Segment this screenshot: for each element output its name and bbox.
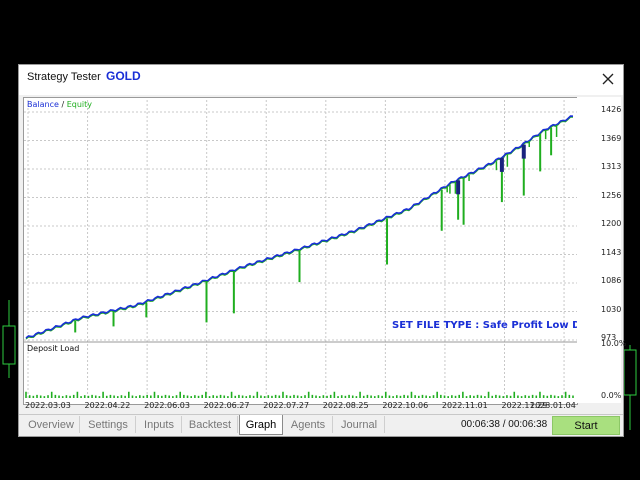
value-axis: 1426 1369 1313 1256 1200 1143 1086 1030 973 10.0%… xyxy=(577,97,626,403)
deposit-load-label: Deposit Load xyxy=(27,344,80,353)
tab-graph[interactable]: Graph xyxy=(239,415,283,435)
value-axis-tick: 1256 xyxy=(601,190,622,200)
date-axis: 2022.03.03 2022.04.22 2022.06.03 2022.06.27… xyxy=(23,399,576,413)
tab-settings[interactable]: Settings xyxy=(81,416,136,433)
window-title: Strategy Tester xyxy=(27,71,101,83)
balance-drawdown-block xyxy=(499,157,504,172)
value-axis-tick: 1030 xyxy=(601,304,622,314)
test-timer: 00:06:38 / 00:06:38 xyxy=(461,419,548,430)
chart-legend: Balance / Equity xyxy=(27,100,92,109)
tab-agents[interactable]: Agents xyxy=(284,416,333,433)
date-axis-tick: 2023.01.04 xyxy=(530,401,576,410)
value-axis-tick: 1143 xyxy=(601,247,622,257)
date-axis-tick: 2022.08.25 xyxy=(322,401,369,410)
deposit-axis-tick: 10.0% xyxy=(601,339,627,348)
date-axis-tick: 2022.07.27 xyxy=(263,401,310,410)
balance-line xyxy=(25,115,574,339)
value-axis-tick: 1369 xyxy=(601,133,622,143)
date-axis-tick: 2022.06.27 xyxy=(203,401,250,410)
date-axis-tick: 2022.11.01 xyxy=(441,401,488,410)
tab-backtest[interactable]: Backtest xyxy=(183,416,238,433)
balance-drawdown-block xyxy=(521,144,526,159)
date-axis-tick: 2022.06.03 xyxy=(144,401,190,410)
value-axis-tick: 973 xyxy=(601,333,617,342)
date-axis-tick: 2022.03.03 xyxy=(25,401,71,410)
start-button[interactable]: Start xyxy=(552,416,620,435)
tab-overview[interactable]: Overview xyxy=(23,416,80,433)
date-axis-tick: 2022.04.22 xyxy=(84,401,131,410)
legend-equity: Equity xyxy=(66,100,92,109)
value-axis-tick: 1200 xyxy=(601,219,622,228)
set-file-annotation: SET FILE TYPE : Safe Profit Low DD xyxy=(392,320,589,331)
close-button[interactable] xyxy=(595,67,621,91)
tab-inputs[interactable]: Inputs xyxy=(137,416,182,433)
tab-bar: Overview Settings Inputs Backtest Graph … xyxy=(19,414,623,436)
value-axis-tick: 1313 xyxy=(601,162,622,171)
balance-equity-chart: Balance / Equity SET FILE TYPE : Safe Pr… xyxy=(23,97,589,405)
date-axis-tick: 2022.10.06 xyxy=(382,401,429,410)
legend-separator: / xyxy=(61,100,65,109)
close-icon xyxy=(602,73,614,85)
symbol-label: GOLD xyxy=(106,69,141,83)
date-axis-tick: 2022.11.29 xyxy=(501,401,548,410)
deposit-axis-tick: 0.0% xyxy=(601,391,622,400)
chart-svg xyxy=(24,100,577,398)
value-axis-tick: 1086 xyxy=(601,276,622,285)
equity-line xyxy=(25,116,574,340)
title-bar: Strategy Tester GOLD xyxy=(19,65,623,95)
legend-balance: Balance xyxy=(27,100,59,109)
strategy-tester-window: Strategy Tester GOLD Balance / Equity SE… xyxy=(18,64,626,437)
tab-journal[interactable]: Journal xyxy=(334,416,385,433)
value-axis-tick: 1426 xyxy=(601,105,622,114)
balance-drawdown-block xyxy=(456,180,461,195)
